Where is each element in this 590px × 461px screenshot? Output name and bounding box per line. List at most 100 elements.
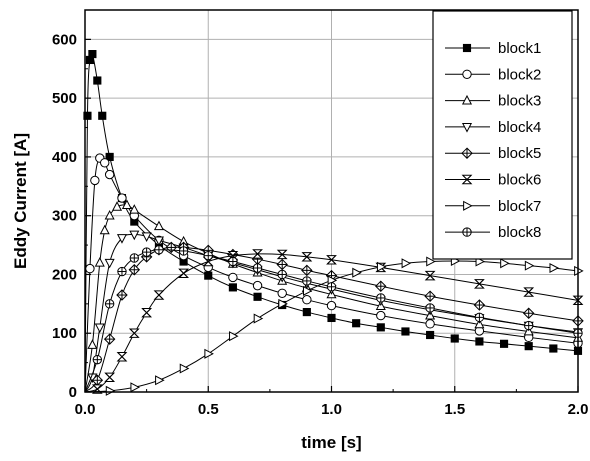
- data-point-block8: [326, 282, 337, 292]
- data-point-block7: [229, 331, 239, 342]
- data-point-block7: [302, 285, 313, 296]
- legend-marker-block4: [461, 123, 473, 133]
- data-point-block5: [116, 289, 128, 301]
- data-point-block7: [524, 260, 535, 271]
- data-point-block6: [523, 287, 535, 297]
- legend-item-block4: block4: [445, 119, 541, 136]
- data-point-block1: [450, 334, 459, 343]
- axis-ticks: 0.0 0.5 1.0 1.5 2.0 0 100 200 300 400 500 600: [52, 31, 588, 418]
- legend-label-block8: block8: [498, 224, 541, 241]
- legend-marker-block8: [462, 227, 472, 237]
- legend-item-block3: block3: [445, 93, 541, 110]
- legend-marker-block1: [462, 43, 472, 53]
- legend-marker-block7: [463, 200, 473, 211]
- data-point-block7: [105, 385, 116, 396]
- data-point-block2: [117, 193, 127, 203]
- data-point-block6: [424, 270, 436, 281]
- data-point-block1: [105, 152, 114, 161]
- data-point-block7: [426, 256, 436, 267]
- data-point-block4: [104, 258, 115, 269]
- data-point-block6: [326, 255, 337, 265]
- data-point-block2: [90, 175, 100, 186]
- data-point-block7: [376, 261, 387, 272]
- y-tick-label: 300: [52, 208, 77, 225]
- y-tick-label: 500: [52, 90, 77, 107]
- data-point-block2: [104, 169, 115, 180]
- legend-label-block1: block1: [498, 40, 541, 57]
- data-point-block1: [426, 330, 435, 340]
- data-point-block7: [352, 267, 362, 278]
- data-point-block2: [302, 295, 312, 305]
- legend-label-block3: block3: [498, 93, 541, 110]
- data-point-block6: [301, 252, 313, 262]
- data-point-block2: [326, 300, 337, 311]
- legend-marker-block2: [462, 69, 472, 80]
- data-point-block1: [88, 50, 97, 59]
- data-point-block1: [401, 327, 410, 336]
- data-point-block3: [112, 201, 123, 211]
- data-point-block5: [128, 264, 141, 276]
- data-point-block3: [104, 209, 115, 220]
- data-point-block5: [522, 307, 535, 319]
- data-point-block1: [499, 339, 509, 348]
- legend-box: [432, 10, 573, 260]
- data-point-block1: [352, 319, 361, 328]
- data-point-block2: [252, 280, 263, 291]
- data-point-block3: [129, 204, 140, 214]
- data-point-block6: [116, 352, 128, 362]
- data-point-block3: [94, 257, 105, 267]
- series-layer: [83, 50, 584, 396]
- data-point-block6: [141, 307, 153, 318]
- data-point-block8: [104, 299, 115, 309]
- data-point-block8: [252, 263, 263, 273]
- data-point-block5: [103, 333, 116, 345]
- data-point-block6: [473, 279, 485, 289]
- data-point-block1: [228, 283, 237, 292]
- data-point-block7: [155, 375, 165, 386]
- data-point-block6: [153, 290, 165, 300]
- data-point-block3: [474, 318, 485, 329]
- data-point-block8: [141, 247, 152, 257]
- data-point-block7: [204, 348, 214, 359]
- legend-label-block7: block7: [498, 198, 541, 215]
- y-tick-label: 200: [52, 266, 77, 283]
- data-point-block5: [424, 290, 436, 302]
- y-tick-label: 0: [69, 384, 77, 401]
- x-tick-label: 0.0: [75, 401, 96, 418]
- series-block2: [84, 153, 583, 393]
- data-point-block1: [204, 271, 213, 280]
- data-point-block1: [475, 337, 484, 346]
- data-point-block1: [253, 292, 262, 301]
- data-point-block4: [141, 232, 152, 242]
- data-point-block1: [376, 323, 385, 332]
- data-point-block1: [524, 342, 533, 351]
- y-axis-title: Eddy Current [A]: [11, 133, 30, 269]
- legend-item-block1: block1: [445, 40, 541, 57]
- data-point-block8: [524, 320, 534, 331]
- data-point-block8: [178, 246, 189, 256]
- data-point-block8: [474, 312, 485, 323]
- data-point-block1: [327, 313, 336, 323]
- data-point-block1: [93, 76, 102, 85]
- x-tick-label: 1.5: [444, 401, 465, 418]
- data-point-block2: [376, 310, 386, 321]
- legend-item-block8: block8: [445, 224, 541, 241]
- legend-marker-block6: [461, 174, 473, 185]
- data-point-block8: [203, 250, 213, 261]
- legend-label-block5: block5: [498, 145, 541, 162]
- data-point-block2: [228, 272, 238, 283]
- data-point-block2: [425, 319, 435, 329]
- data-point-block3: [153, 220, 164, 231]
- data-point-block2: [277, 288, 287, 298]
- data-point-block5: [473, 299, 486, 311]
- data-point-block6: [104, 372, 116, 383]
- data-point-block3: [121, 199, 132, 209]
- x-tick-label: 1.0: [321, 401, 342, 418]
- y-tick-label: 100: [52, 325, 77, 342]
- data-point-block4: [116, 234, 128, 244]
- data-point-block8: [92, 354, 103, 365]
- data-point-block7: [549, 262, 560, 274]
- data-point-block6: [128, 328, 140, 338]
- data-point-block1: [549, 344, 558, 353]
